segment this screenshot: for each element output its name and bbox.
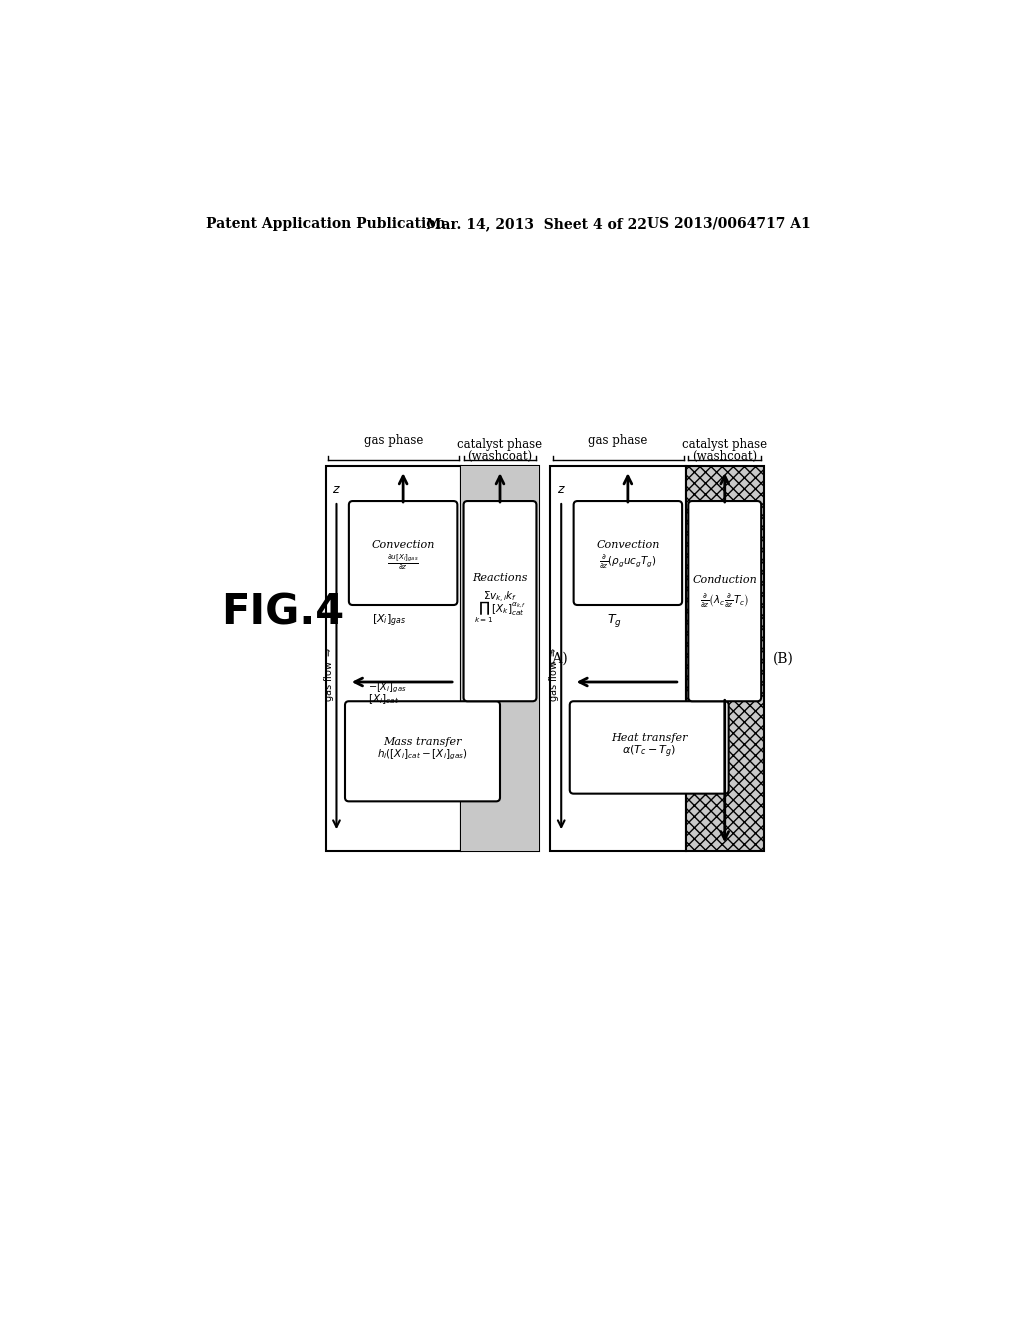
Text: FIG.4: FIG.4 — [221, 591, 344, 634]
Text: Conduction: Conduction — [692, 574, 757, 585]
Text: $\frac{\partial}{\partial z}\left(\lambda_c \frac{\partial}{\partial z} T_c\righ: $\frac{\partial}{\partial z}\left(\lambd… — [700, 593, 750, 610]
Text: gas phase: gas phase — [589, 434, 648, 447]
Text: catalyst phase: catalyst phase — [682, 438, 767, 451]
Text: $\prod_{k=1}[X_k]^{\alpha_{k,f}}_{cat}$: $\prod_{k=1}[X_k]^{\alpha_{k,f}}_{cat}$ — [474, 599, 526, 626]
Text: Convection: Convection — [596, 540, 659, 550]
Bar — [326, 466, 461, 851]
Text: $[X_i]_{cat}$: $[X_i]_{cat}$ — [369, 692, 399, 706]
Text: Reactions: Reactions — [472, 573, 527, 583]
Text: catalyst phase: catalyst phase — [458, 438, 543, 451]
Text: gas phase: gas phase — [364, 434, 423, 447]
Text: (B): (B) — [773, 652, 794, 665]
Text: $[X_i]_{gas}$: $[X_i]_{gas}$ — [373, 612, 407, 628]
Bar — [461, 466, 539, 851]
Text: Mass transfer: Mass transfer — [383, 737, 462, 747]
Text: (washcoat): (washcoat) — [467, 450, 532, 462]
Text: Patent Application Publication: Patent Application Publication — [206, 216, 445, 231]
Text: (A): (A) — [548, 652, 568, 665]
Text: $z$: $z$ — [557, 483, 565, 496]
Bar — [550, 466, 686, 851]
FancyBboxPatch shape — [569, 701, 729, 793]
FancyBboxPatch shape — [345, 701, 500, 801]
FancyBboxPatch shape — [573, 502, 682, 605]
Text: $\frac{\partial}{\partial z}(\rho_g u c_g T_g)$: $\frac{\partial}{\partial z}(\rho_g u c_… — [599, 553, 656, 570]
Text: gas flow $\Rightarrow$: gas flow $\Rightarrow$ — [323, 647, 337, 702]
Text: (washcoat): (washcoat) — [692, 450, 758, 462]
Text: $-[X_i]_{gas}$: $-[X_i]_{gas}$ — [369, 681, 407, 696]
Bar — [686, 466, 764, 851]
Text: $\frac{\partial u[X_i]_{gas}}{\partial z}$: $\frac{\partial u[X_i]_{gas}}{\partial z… — [387, 552, 419, 573]
FancyBboxPatch shape — [349, 502, 458, 605]
Text: $z$: $z$ — [332, 483, 341, 496]
Bar — [461, 466, 539, 851]
Text: $T_g$: $T_g$ — [607, 612, 622, 628]
Text: US 2013/0064717 A1: US 2013/0064717 A1 — [647, 216, 811, 231]
Text: gas flow $\Rightarrow$: gas flow $\Rightarrow$ — [547, 647, 561, 702]
FancyBboxPatch shape — [464, 502, 537, 701]
Text: Mar. 14, 2013  Sheet 4 of 22: Mar. 14, 2013 Sheet 4 of 22 — [426, 216, 647, 231]
FancyBboxPatch shape — [688, 502, 761, 701]
Text: $\Sigma v_{k,i} k_f$: $\Sigma v_{k,i} k_f$ — [482, 590, 517, 605]
Text: $\alpha(T_c - T_g)$: $\alpha(T_c - T_g)$ — [623, 743, 676, 759]
Text: Heat transfer: Heat transfer — [611, 733, 687, 743]
Text: $h_i([X_i]_{cat}-[X_i]_{gas})$: $h_i([X_i]_{cat}-[X_i]_{gas})$ — [377, 748, 468, 763]
Text: Convection: Convection — [372, 540, 435, 550]
